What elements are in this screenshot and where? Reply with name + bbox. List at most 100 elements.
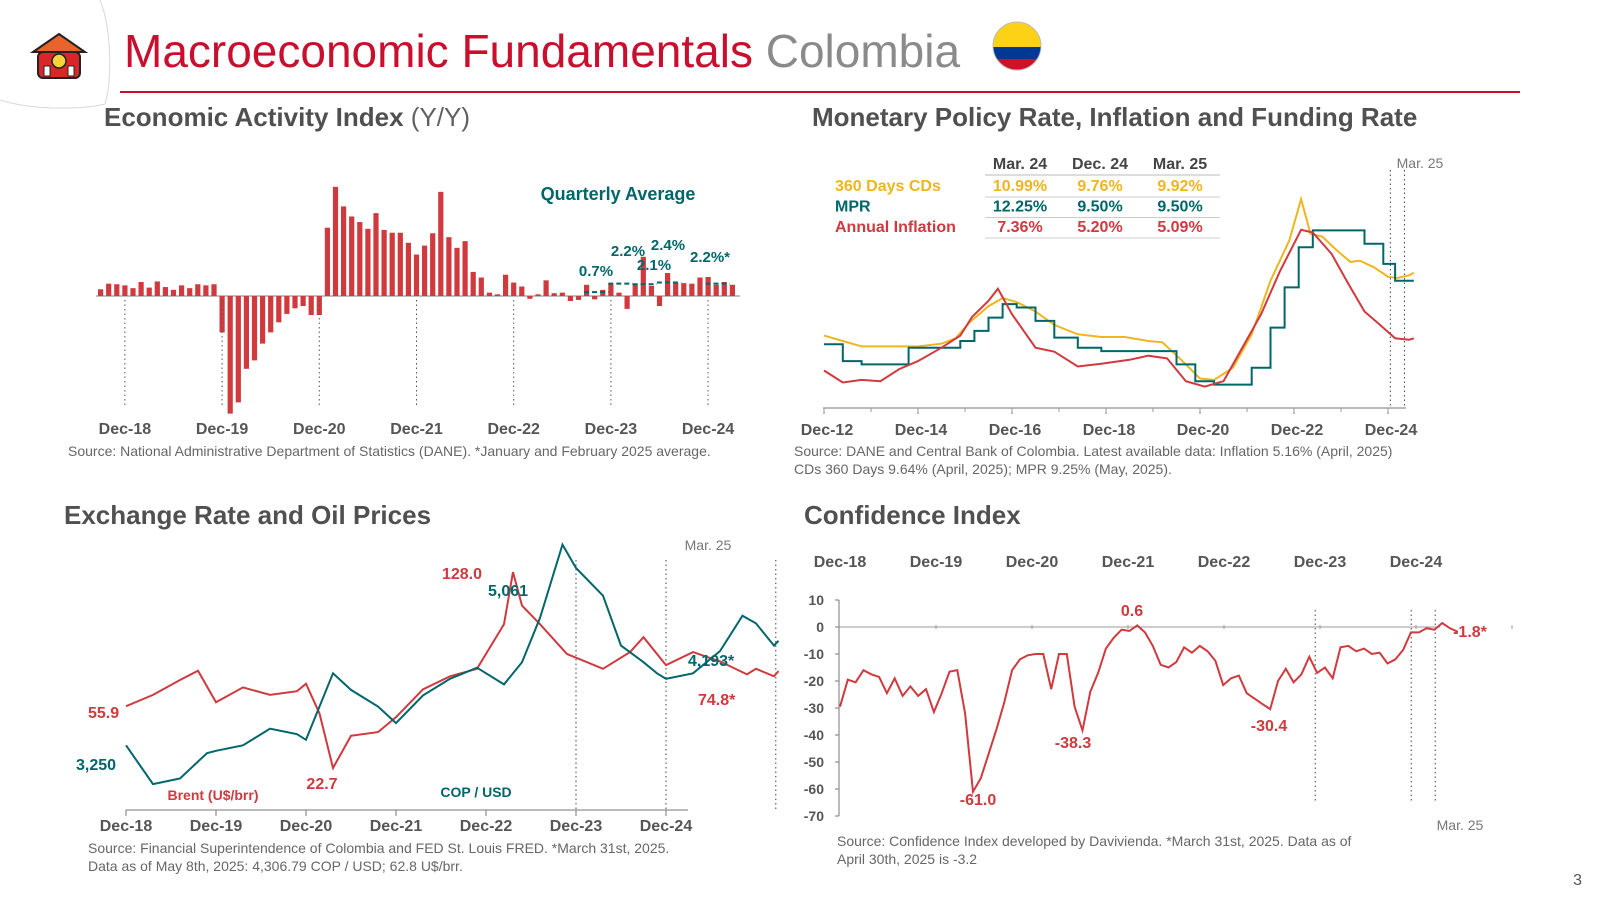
activity-bar [592,296,598,300]
activity-bar [697,277,703,296]
confidence-annotation: -61.0 [960,792,997,809]
fx-x-tick: Dec-19 [190,818,243,835]
activity-bar [503,274,509,296]
fx-series-line [125,542,780,786]
activity-bar [146,287,152,296]
confidence-source-line2: April 30th, 2025 is -3.2 [837,851,978,867]
rates-table-cell: 5.20% [1077,219,1122,236]
activity-bar [413,254,420,296]
rates-series-line [824,229,1414,386]
rates-table-cell: 10.99% [993,178,1047,195]
activity-bar [608,284,614,296]
fx-x-tick: Dec-24 [640,818,693,835]
activity-bar [154,281,160,296]
activity-title: Economic Activity Index (Y/Y) [104,102,470,133]
activity-bar [195,284,201,296]
rates-x-tick: Dec-16 [989,422,1042,439]
quarterly-average-value: 2.2% [611,243,645,260]
fx-x-tick: Dec-23 [550,818,603,835]
confidence-line [839,621,1459,795]
activity-bar [705,276,711,296]
activity-x-tick: Dec-24 [682,421,735,438]
activity-bar [251,296,258,361]
confidence-source-line1: Source: Confidence Index developed by Da… [837,833,1352,849]
activity-bar [713,284,719,296]
activity-bar [584,284,590,296]
activity-bar [162,287,168,296]
confidence-y-tick: -10 [804,646,824,662]
rates-x-tick: Dec-12 [801,422,854,439]
confidence-title: Confidence Index [804,500,1021,530]
rates-source-line2: CDs 360 Days 9.64% (April, 2025); MPR 9.… [794,461,1172,477]
confidence-y-tick: -20 [804,673,824,689]
activity-x-tick: Dec-21 [390,421,443,438]
fx-brent-start-label: 55.9 [88,705,119,722]
activity-bar [284,296,290,314]
activity-bar [624,296,630,309]
company-logo [30,32,88,79]
confidence-x-tick: Dec-21 [1102,554,1155,571]
activity-bar [454,247,460,296]
rates-table-cell: 9.76% [1077,178,1122,195]
activity-x-tick: Dec-19 [196,421,249,438]
page-title-country: Colombia [765,25,961,77]
rates-x-tick: Dec-22 [1271,422,1324,439]
activity-bar [729,284,735,296]
activity-bar [470,271,476,296]
rates-x-tick: Dec-18 [1083,422,1136,439]
rates-source-line1: Source: DANE and Central Bank of Colombi… [794,443,1393,459]
activity-bar [567,296,573,302]
activity-bar [365,228,371,296]
rates-marker-label: Mar. 25 [1397,155,1444,171]
fx-brent-legend: Brent (U$/brr) [167,787,258,803]
confidence-source: Source: Confidence Index developed by Da… [837,832,1437,868]
activity-bar [373,213,379,296]
activity-bar [211,284,217,296]
activity-bar [243,296,249,369]
rates-table-header: Mar. 24 [993,156,1047,173]
activity-bar [187,288,193,296]
activity-bar [276,296,282,323]
page-title-main: Macroeconomic Fundamentals [124,25,753,77]
confidence-annotation: -38.3 [1055,735,1092,752]
colombia-flag-icon [992,21,1042,71]
rates-table-cell: 9.92% [1157,178,1202,195]
title-divider [120,91,1520,93]
activity-bar [559,292,565,296]
activity-bar [478,277,484,296]
rates-title: Monetary Policy Rate, Inflation and Fund… [812,102,1418,132]
rates-series-line [823,228,1415,388]
fx-cop-legend: COP / USD [440,784,511,800]
activity-bar [632,284,638,296]
activity-bar [130,288,136,296]
rates-table-cell: 5.09% [1157,219,1202,236]
activity-bar [527,296,533,299]
quarterly-average-value: 2.2%* [690,249,730,266]
activity-bar [324,227,330,296]
activity-bar [721,282,727,296]
rates-x-tick: Dec-14 [895,422,948,439]
confidence-y-tick: -40 [804,727,824,743]
rates-chart: Dec-12 Dec-14 Dec-16 Dec-18 Dec-20 Dec-22 Dec-… [801,155,1444,439]
activity-title-main: Economic Activity Index [104,102,404,132]
fx-source-line1: Source: Financial Superintendence of Col… [88,840,670,856]
confidence-y-tick: -60 [804,781,824,797]
fx-chart: Dec-18 Dec-19 Dec-20 Dec-21 Dec-22 Dec-23 Dec-… [76,537,780,835]
activity-bar [665,273,671,296]
corner-decoration [0,0,111,109]
activity-bar [381,229,387,296]
rates-x-tick: Dec-20 [1177,422,1230,439]
fx-cop-end-label: 4,193* [688,653,735,670]
activity-bar [616,292,622,296]
activity-bar [98,289,104,296]
quarterly-average-value: 2.4% [651,237,685,254]
confidence-x-tick: Dec-24 [1390,554,1443,571]
activity-bar [438,191,444,296]
activity-bar [543,280,549,296]
activity-bar [170,289,177,296]
confidence-marker-label: Mar. 25 [1437,817,1484,833]
fx-x-tick: Dec-20 [280,818,333,835]
activity-bar [227,296,233,414]
fx-source-line2: Data as of May 8th, 2025: 4,306.79 COP /… [88,858,463,874]
quarterly-average-value: 2.1% [637,257,671,274]
